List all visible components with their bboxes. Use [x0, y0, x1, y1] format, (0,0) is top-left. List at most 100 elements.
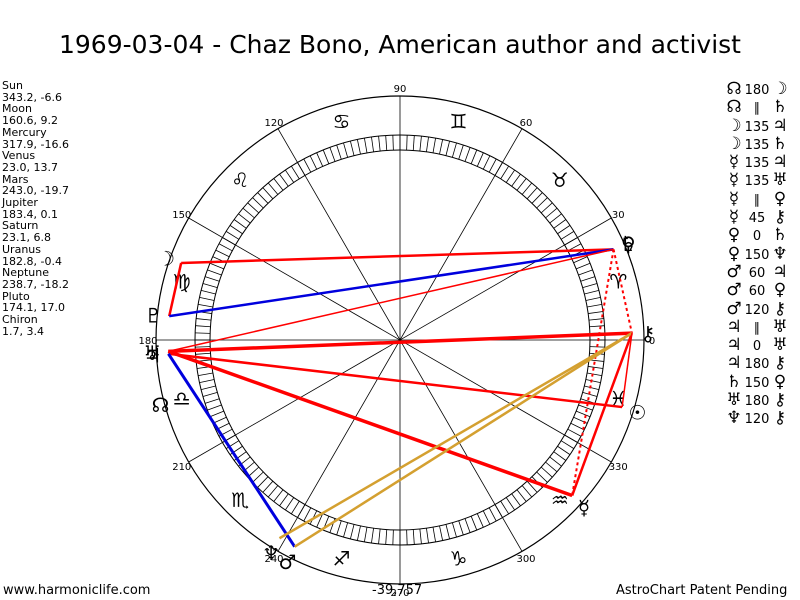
degree-tick	[445, 524, 450, 540]
degree-tick	[500, 500, 509, 515]
degree-tick	[560, 231, 575, 240]
degree-tick	[451, 522, 457, 538]
aspect-row: ☊ 180 ☽	[724, 80, 800, 99]
aspect-row: ☽ 135 ♄	[724, 135, 800, 154]
degree-tick	[215, 249, 230, 258]
degree-label: 120	[264, 118, 283, 129]
degree-tick	[521, 182, 533, 195]
aspect-angle: 135	[744, 156, 770, 172]
degree-tick	[371, 136, 374, 152]
aspect-planet-1: ♆	[726, 408, 742, 429]
aspect-planet-2: ♅	[772, 316, 788, 337]
degree-tick	[412, 135, 415, 151]
degree-tick	[470, 149, 478, 164]
saturn-icon: ♄	[619, 232, 637, 256]
degree-tick	[406, 529, 408, 545]
aspect-planet-1: ♂	[726, 298, 742, 319]
aspect-row: ♂ 60 ♃	[724, 263, 800, 282]
degree-tick	[198, 372, 213, 376]
degree-tick	[585, 296, 601, 301]
aspect-angle: 120	[744, 412, 770, 428]
aspect-row: ♃ 180 ⚷	[724, 354, 800, 373]
degree-label: 0	[649, 336, 655, 347]
degree-tick	[576, 262, 591, 270]
venus-icon: ♀	[621, 232, 636, 256]
planet-coords: 160.6, 9.2	[2, 114, 58, 128]
degree-tick	[536, 471, 548, 483]
aspect-planet-2: ♄	[772, 97, 788, 118]
degree-tick	[578, 269, 593, 276]
aspect-line	[570, 332, 634, 496]
degree-tick	[531, 192, 543, 204]
degree-tick	[587, 304, 602, 308]
degree-tick	[511, 173, 521, 187]
degree-label: 30	[612, 210, 625, 221]
aspect-planet-2: ♃	[772, 152, 788, 173]
aspect-angle: 150	[744, 375, 770, 391]
aspect-planet-2: ⚷	[773, 390, 787, 411]
aspect-planet-1: ♀	[727, 225, 741, 246]
degree-tick	[200, 290, 216, 295]
degree-tick	[371, 528, 374, 544]
aspect-line	[168, 331, 632, 354]
degree-tick	[470, 516, 478, 531]
degree-tick	[291, 500, 300, 515]
degree-tick	[426, 136, 429, 152]
pluto-icon: ♇	[144, 304, 162, 328]
aspect-angle: 180	[744, 83, 770, 98]
neptune-icon: ♆	[262, 541, 280, 565]
degree-tick	[392, 135, 394, 151]
aspect-row: ☽ 135 ♃	[724, 116, 800, 135]
aspect-planet-2: ⚷	[773, 207, 787, 228]
degree-label: 270	[390, 588, 409, 599]
degree-tick	[516, 178, 527, 191]
degree-tick	[516, 489, 527, 502]
degree-tick	[540, 202, 553, 214]
degree-tick	[570, 422, 585, 431]
aspect-row: ☿ 135 ♅	[724, 171, 800, 190]
planet-coords: 23.0, 13.7	[2, 160, 58, 174]
degree-tick	[553, 219, 567, 229]
degree-tick	[209, 262, 224, 270]
planet-coords: 1.7, 3.4	[2, 324, 44, 338]
degree-tick	[476, 152, 484, 167]
degree-tick	[385, 135, 388, 151]
degree-tick	[549, 456, 562, 467]
moon-icon: ☽	[157, 247, 175, 271]
sign-taurus-icon: ♉	[551, 168, 569, 192]
degree-tick	[329, 147, 336, 162]
planet-coords: 174.1, 17.0	[2, 301, 65, 315]
degree-tick	[536, 197, 548, 209]
aspect-angle: 135	[744, 119, 770, 135]
degree-tick	[229, 225, 243, 235]
degree-tick	[238, 213, 251, 224]
degree-tick	[233, 219, 247, 229]
degree-tick	[580, 276, 596, 282]
degree-tick	[482, 155, 491, 170]
degree-tick	[196, 318, 212, 321]
sign-gemini-icon: ♊	[450, 110, 468, 134]
aspect-line	[181, 248, 614, 265]
degree-tick	[578, 404, 593, 411]
aspect-planet-1: ♃	[726, 335, 742, 356]
degree-tick	[252, 197, 264, 209]
degree-tick	[350, 140, 355, 156]
degree-tick	[218, 243, 233, 252]
sun-icon: ☉	[628, 401, 646, 425]
aspect-line	[621, 333, 633, 408]
degree-tick	[204, 398, 220, 404]
aspect-planet-1: ♃	[726, 316, 742, 337]
degree-label: 210	[172, 462, 191, 473]
planet-name: Chiron	[2, 313, 38, 327]
aspect-angle: 60	[748, 284, 766, 300]
aspect-planet-1: ☊	[726, 97, 742, 118]
degree-tick	[439, 139, 444, 155]
degree-tick	[385, 529, 388, 545]
aspect-planet-1: ♀	[727, 243, 741, 264]
aspect-planet-2: ♅	[772, 335, 788, 356]
degree-tick	[199, 296, 215, 301]
aspect-line	[167, 349, 573, 498]
aspect-planet-1: ☿	[728, 207, 740, 228]
degree-tick	[364, 138, 368, 153]
